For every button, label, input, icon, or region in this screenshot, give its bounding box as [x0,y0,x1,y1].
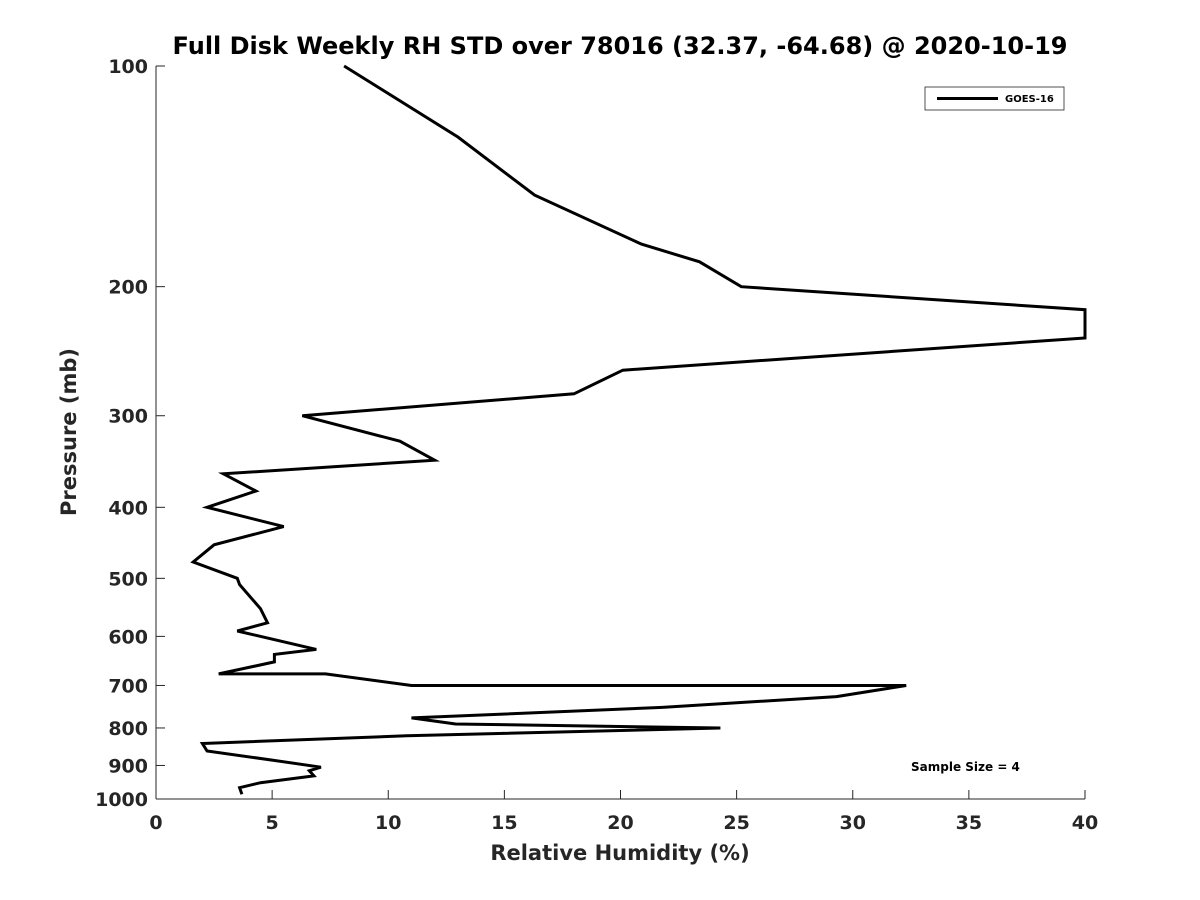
x-tick-label: 35 [956,812,982,834]
x-tick-label: 0 [149,812,162,834]
legend: GOES-16 [924,86,1065,111]
y-tick-label: 600 [108,626,148,648]
x-axis-ticks: 0 5 10 15 20 25 30 35 40 [149,790,1098,834]
y-tick-label: 800 [108,718,148,740]
y-tick-label: 200 [108,277,148,299]
y-tick-label: 700 [108,675,148,697]
x-tick-label: 25 [723,812,749,834]
x-tick-label: 20 [607,812,633,834]
x-tick-label: 15 [491,812,517,834]
x-axis-label: Relative Humidity (%) [490,841,749,865]
legend-label-goes-16: GOES-16 [1005,94,1054,105]
y-tick-label: 900 [108,755,148,777]
x-tick-label: 5 [266,812,279,834]
series-line-goes-16 [190,64,1087,795]
x-tick-label: 10 [375,812,401,834]
series-layer [190,64,1087,795]
y-tick-label: 1000 [95,789,148,811]
chart-title: Full Disk Weekly RH STD over 78016 (32.3… [173,32,1068,60]
y-axis-label: Pressure (mb) [57,348,81,516]
y-tick-label: 300 [108,406,148,428]
y-tick-label: 500 [108,568,148,590]
y-axis-ticks: 100 200 300 400 500 600 700 800 900 1000 [95,56,165,811]
x-tick-label: 30 [840,812,866,834]
sample-size-annotation: Sample Size = 4 [911,760,1020,774]
y-tick-label: 400 [108,497,148,519]
y-tick-label: 100 [108,56,148,78]
x-tick-label: 40 [1072,812,1098,834]
